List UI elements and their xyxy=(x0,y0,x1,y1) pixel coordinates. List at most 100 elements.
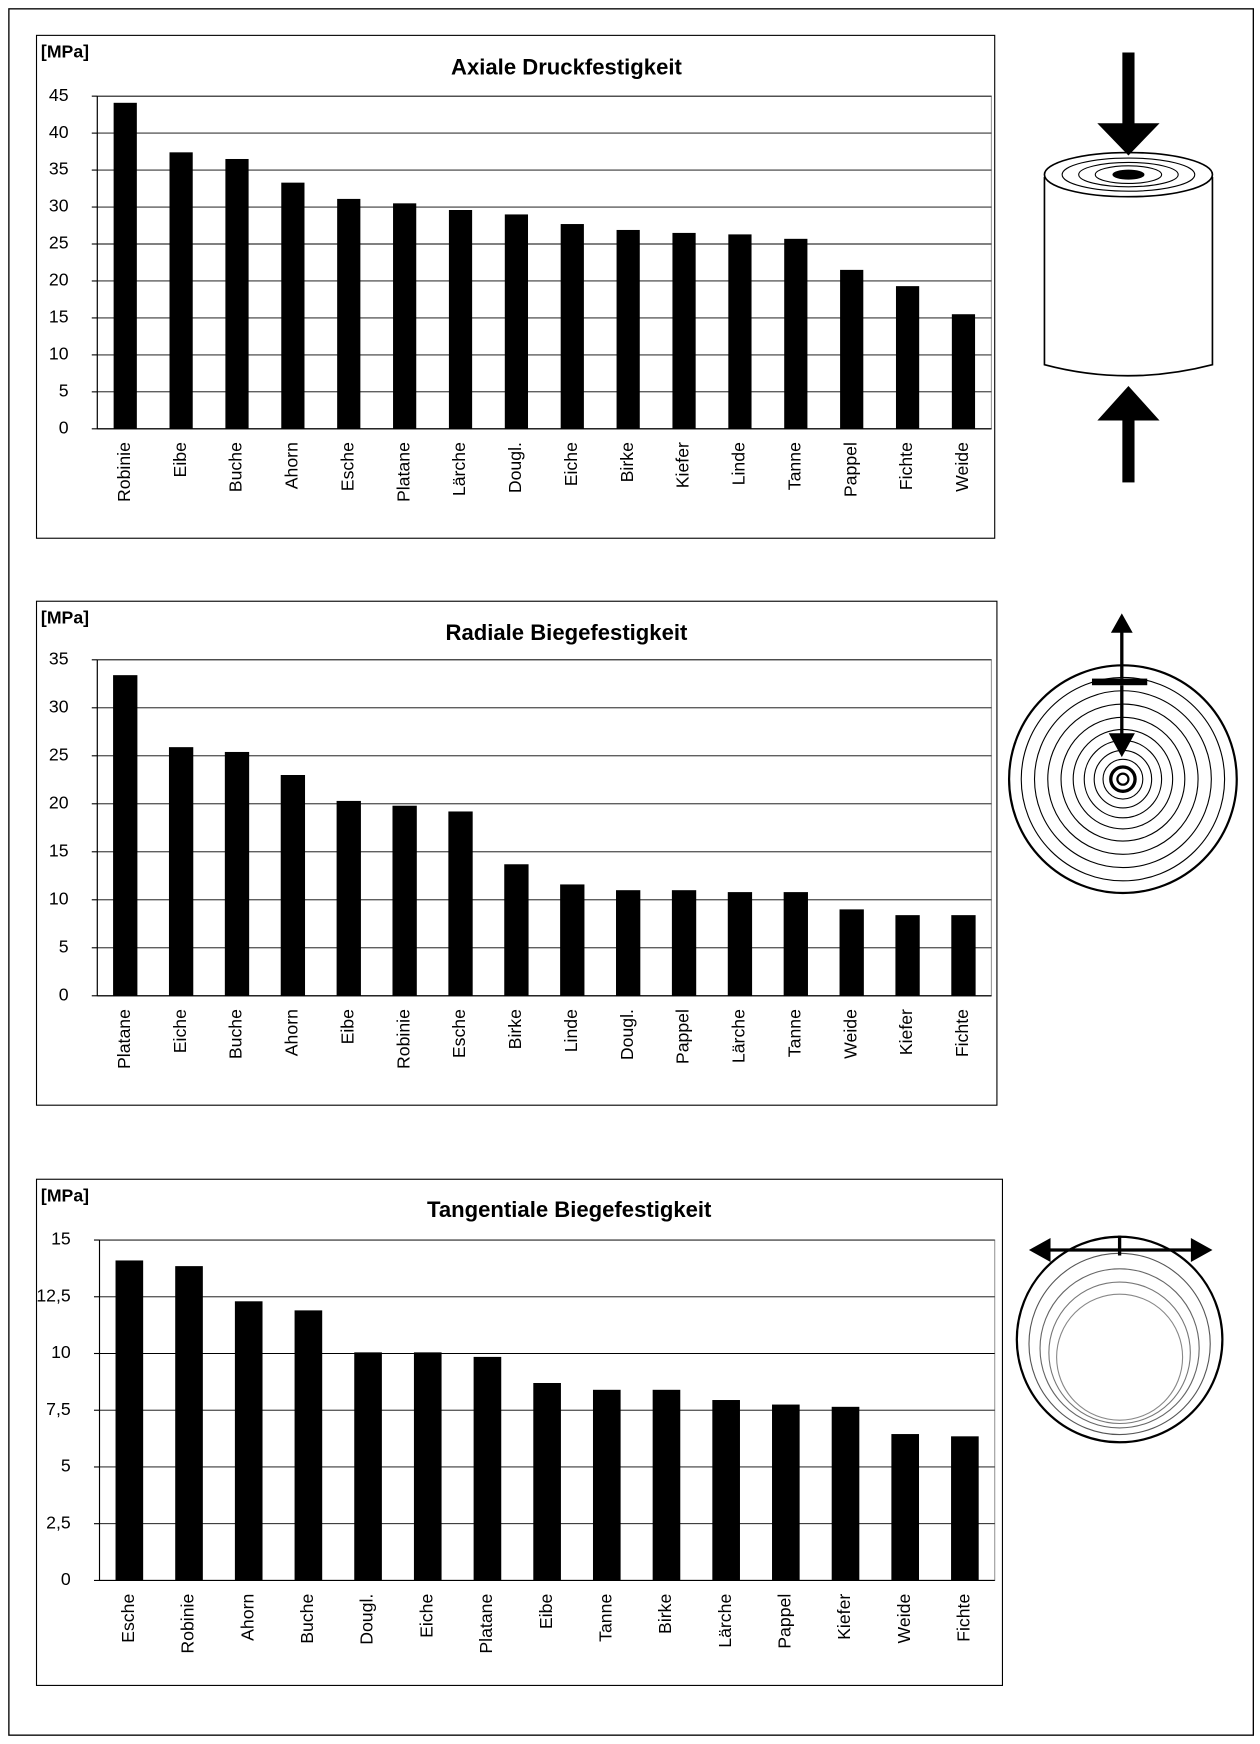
y-tick-label: 0 xyxy=(59,984,69,1004)
x-tick-label: Lärche xyxy=(729,1009,749,1063)
bar xyxy=(560,884,584,995)
x-tick-label: Robinie xyxy=(178,1594,198,1654)
bar xyxy=(891,1434,919,1580)
x-tick-label: Ahorn xyxy=(282,442,302,489)
x-tick-label: Pappel xyxy=(840,442,860,497)
y-tick-label: 15 xyxy=(49,307,69,327)
bar xyxy=(393,203,416,428)
y-tick-label: 20 xyxy=(49,792,69,812)
bar xyxy=(653,1390,681,1581)
y-tick-label: 45 xyxy=(49,85,69,105)
x-tick-label: Kiefer xyxy=(673,442,693,488)
x-tick-label: Eibe xyxy=(337,1009,357,1045)
y-tick-label: 5 xyxy=(59,381,69,401)
x-tick-label: Dougl. xyxy=(617,1009,637,1060)
bar xyxy=(295,1310,323,1580)
y-tick-label: 12,5 xyxy=(36,1285,71,1305)
y-tick-label: 10 xyxy=(49,344,69,364)
x-tick-label: Birke xyxy=(505,1009,525,1049)
x-tick-label: Buche xyxy=(297,1594,317,1644)
x-tick-label: Platane xyxy=(476,1594,496,1654)
bar xyxy=(952,314,975,429)
bar xyxy=(354,1352,382,1580)
y-tick-label: 15 xyxy=(49,840,69,860)
x-tick-label: Tanne xyxy=(784,1009,804,1057)
x-tick-label: Lärche xyxy=(715,1594,735,1648)
page: Axiale Druckfestigkeit [MPa] 0 5 10 15 20 25 30 3… xyxy=(0,0,1260,1744)
x-tick-label: Tanne xyxy=(595,1594,615,1642)
bar xyxy=(896,286,919,429)
x-tick-label: Dougl. xyxy=(505,442,525,493)
bar xyxy=(114,103,137,429)
bar xyxy=(784,892,808,996)
x-tick-label: Eiche xyxy=(416,1594,436,1638)
bar xyxy=(474,1357,502,1581)
y-tick-label: 25 xyxy=(49,233,69,253)
bar xyxy=(728,892,752,996)
y-tick-label: 20 xyxy=(49,270,69,290)
bar xyxy=(772,1405,800,1581)
x-tick-label: Tanne xyxy=(784,442,804,490)
bar xyxy=(593,1390,621,1581)
bar xyxy=(281,183,304,429)
x-tick-label: Esche xyxy=(118,1594,138,1643)
x-tick-label: Fichte xyxy=(952,1009,972,1057)
y-tick-label: 25 xyxy=(49,744,69,764)
bar xyxy=(225,159,248,429)
bar xyxy=(113,675,137,996)
y-tick-label: 5 xyxy=(59,936,69,956)
bar xyxy=(616,890,640,996)
y-tick-label: 35 xyxy=(49,648,69,668)
y-tick-label: 35 xyxy=(49,159,69,179)
bar xyxy=(672,890,696,996)
axial-illustration xyxy=(1044,53,1212,482)
x-tick-label: Linde xyxy=(729,442,749,485)
bar xyxy=(728,234,751,428)
x-tick-label: Eiche xyxy=(561,442,581,486)
y-axis-label: [MPa] xyxy=(41,1185,89,1205)
x-tick-label: Birke xyxy=(655,1594,675,1634)
bar xyxy=(337,801,361,996)
bar xyxy=(617,230,640,429)
bar xyxy=(170,152,193,428)
y-tick-label: 5 xyxy=(61,1456,71,1476)
y-tick-label: 30 xyxy=(49,696,69,716)
x-tick-label: Weide xyxy=(952,442,972,492)
bar xyxy=(169,747,193,996)
x-tick-label: Robinie xyxy=(114,442,134,502)
x-tick-label: Dougl. xyxy=(357,1594,377,1645)
x-tick-label: Pappel xyxy=(673,1009,693,1064)
chart-title: Axiale Druckfestigkeit xyxy=(451,54,682,79)
y-tick-label: 0 xyxy=(59,417,69,437)
x-tick-label: Esche xyxy=(337,442,357,491)
x-tick-label: Kiefer xyxy=(896,1009,916,1055)
bar xyxy=(505,214,528,428)
bar xyxy=(504,864,528,996)
chart-title: Radiale Biegefestigkeit xyxy=(446,620,689,645)
x-tick-label: Lärche xyxy=(449,442,469,496)
x-tick-label: Weide xyxy=(894,1594,914,1644)
bar xyxy=(225,752,249,996)
bar xyxy=(449,210,472,429)
bar xyxy=(235,1301,263,1580)
figure: Axiale Druckfestigkeit [MPa] 0 5 10 15 20 25 30 3… xyxy=(0,0,1260,1744)
x-tick-label: Platane xyxy=(393,442,413,502)
x-tick-label: Esche xyxy=(449,1009,469,1058)
x-tick-label: Eibe xyxy=(170,442,190,478)
chart-title: Tangentiale Biegefestigkeit xyxy=(427,1197,712,1222)
x-tick-label: Birke xyxy=(617,442,637,482)
x-tick-label: Fichte xyxy=(954,1594,974,1642)
y-tick-label: 40 xyxy=(49,122,69,142)
bar xyxy=(951,915,975,996)
bar xyxy=(784,239,807,429)
x-tick-label: Platane xyxy=(114,1009,134,1069)
x-tick-label: Eibe xyxy=(536,1594,556,1630)
x-tick-label: Buche xyxy=(226,1009,246,1059)
bar xyxy=(116,1260,144,1580)
bar xyxy=(175,1266,203,1580)
x-tick-label: Pappel xyxy=(775,1594,795,1649)
bar xyxy=(448,811,472,995)
y-tick-label: 0 xyxy=(61,1569,71,1589)
bar xyxy=(840,270,863,429)
y-axis-label: [MPa] xyxy=(41,41,89,61)
